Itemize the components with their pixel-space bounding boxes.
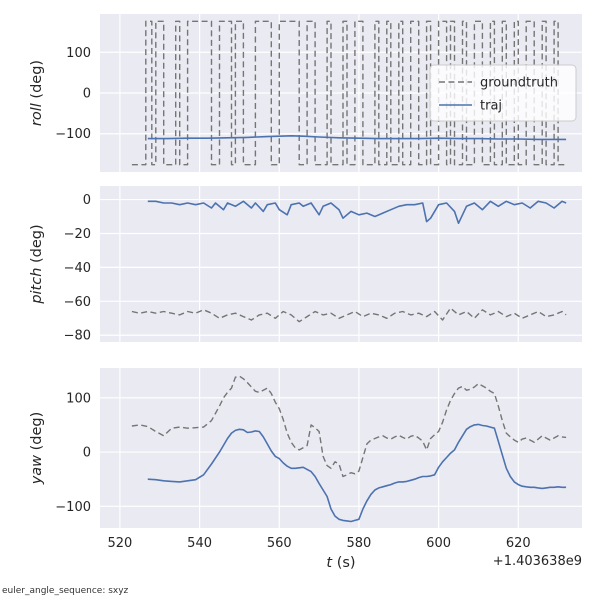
ytick-label-yaw: 100 xyxy=(66,391,91,406)
xlabel: t (s) xyxy=(326,555,355,571)
legend: groundtruth traj xyxy=(429,64,577,122)
ylabel-yaw: yaw (deg) xyxy=(29,412,45,486)
series-roll-traj xyxy=(147,135,567,141)
subplot-yaw: −100 0 100 yaw (deg) xyxy=(29,368,582,528)
xtick-label: 620 xyxy=(506,536,531,551)
subplot-pitch: −80 −60 −40 −20 0 pitch (deg) xyxy=(29,186,582,344)
plot-area-pitch xyxy=(100,186,582,342)
ylabel-roll: roll (deg) xyxy=(29,60,45,126)
grid-pitch xyxy=(100,186,582,342)
ytick-label-pitch: −60 xyxy=(64,295,91,310)
ylabel-pitch: pitch (deg) xyxy=(29,224,45,304)
ytick-label-roll: −100 xyxy=(55,127,91,142)
ytick-label-roll: 0 xyxy=(83,87,91,102)
xtick-label: 540 xyxy=(187,536,212,551)
ytick-label-pitch: 0 xyxy=(83,193,91,208)
ytick-label-pitch: −80 xyxy=(64,329,91,344)
legend-box xyxy=(429,64,577,122)
ytick-label-pitch: −20 xyxy=(64,227,91,242)
ytick-label-yaw: −100 xyxy=(55,500,91,515)
legend-label: traj xyxy=(480,99,502,114)
series-yaw-groundtruth xyxy=(131,375,567,478)
ytick-label-yaw: 0 xyxy=(83,446,91,461)
series-pitch-groundtruth xyxy=(131,307,567,323)
euler-angle-sequence-note: euler_angle_sequence: sxyz xyxy=(2,586,129,596)
xtick-label: 580 xyxy=(347,536,372,551)
series-roll-groundtruth xyxy=(131,20,567,166)
xtick-label: 560 xyxy=(267,536,292,551)
legend-label: groundtruth xyxy=(480,76,558,91)
x-axis: 520 540 560 580 600 620 +1.403638e9 t (s) xyxy=(108,536,582,571)
x-offset-label: +1.403638e9 xyxy=(493,554,582,569)
ytick-label-pitch: −40 xyxy=(64,261,91,276)
plot-area-yaw xyxy=(100,368,582,528)
ytick-label-roll: 100 xyxy=(66,46,91,61)
xtick-label: 600 xyxy=(426,536,451,551)
xtick-label: 520 xyxy=(108,536,133,551)
series-pitch-traj xyxy=(147,200,567,225)
series-yaw-traj xyxy=(147,423,567,523)
